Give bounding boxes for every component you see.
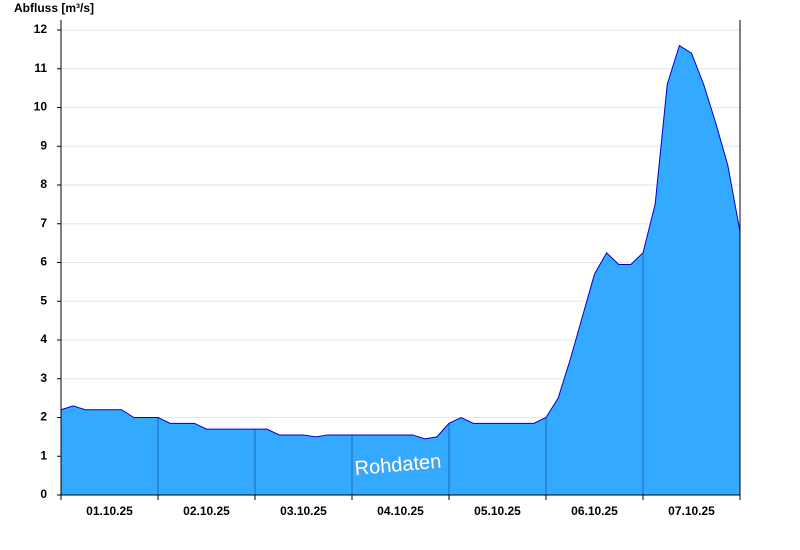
x-tick-label: 02.10.25 [183, 504, 230, 518]
line [60, 44, 741, 440]
y-tick-label: 11 [34, 61, 47, 75]
y-tick-label: 2 [40, 410, 47, 424]
x-tick-label: 04.10.25 [377, 504, 424, 518]
y-tick-label: 8 [40, 177, 47, 191]
y-tick-label: 0 [40, 487, 47, 501]
y-tick-label: 5 [40, 293, 47, 307]
y-tick-label: 9 [40, 138, 47, 152]
y-tick-label: 1 [40, 448, 47, 462]
y-tick-label: 3 [40, 371, 47, 385]
y-tick-label: 10 [34, 100, 48, 114]
y-tick-label: 6 [40, 255, 47, 269]
y-tick-label: 7 [40, 216, 47, 230]
x-tick-label: 07.10.25 [668, 504, 715, 518]
area [61, 45, 740, 495]
y-tick-label: 4 [40, 332, 47, 346]
x-tick-label: 01.10.25 [86, 504, 133, 518]
x-tick-label: 06.10.25 [571, 504, 618, 518]
y-axis-label: Abfluss [m³/s] [14, 1, 94, 15]
x-tick-label: 05.10.25 [474, 504, 521, 518]
y-tick-label: 12 [34, 22, 48, 36]
x-tick-label: 03.10.25 [280, 504, 327, 518]
